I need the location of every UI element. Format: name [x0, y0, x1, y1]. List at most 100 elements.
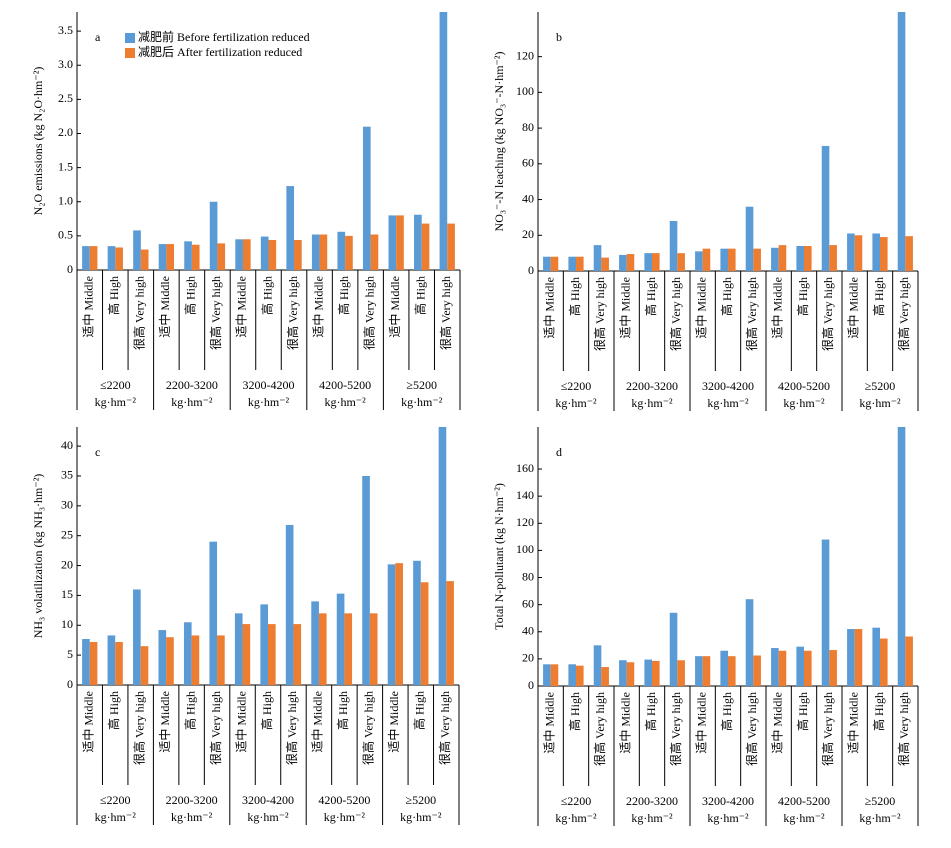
bar	[82, 246, 90, 270]
y-axis-label: NH₃ volatilization (kg NH₃·hm⁻²)	[31, 474, 45, 639]
group-unit: kg·hm⁻²	[783, 811, 825, 825]
bar	[550, 256, 559, 271]
bar	[344, 613, 353, 685]
bar	[242, 624, 251, 685]
y-tick-label: 30	[61, 498, 73, 512]
bar	[285, 524, 294, 685]
bar	[626, 254, 635, 271]
group-unit: kg·hm⁻²	[783, 396, 825, 410]
bar	[829, 650, 837, 686]
x-tick-label: 适中 Middle	[157, 691, 172, 753]
bar	[311, 234, 320, 270]
bar	[745, 599, 754, 686]
bar	[115, 642, 123, 685]
x-tick-label: 很高 Very high	[592, 692, 607, 766]
bar	[184, 241, 192, 270]
x-tick-label: 很高 Very high	[361, 691, 376, 765]
bar	[115, 247, 123, 270]
x-tick-label: 适中 Middle	[80, 691, 95, 753]
bar	[644, 253, 652, 271]
bar	[543, 256, 551, 271]
bar	[166, 637, 174, 685]
y-axis-label: Total N-pollutant (kg N·hm⁻²)	[492, 483, 506, 630]
legend-swatch	[125, 48, 135, 58]
bar	[396, 215, 404, 270]
bar	[89, 246, 98, 270]
group-unit: kg·hm⁻²	[631, 811, 673, 825]
group-unit: kg·hm⁻²	[631, 396, 673, 410]
bar	[82, 639, 90, 685]
bar	[293, 624, 302, 685]
bar	[268, 624, 276, 685]
y-tick-label: 1.5	[58, 159, 73, 173]
group-label: ≤2200	[100, 378, 131, 392]
y-tick-label: 40	[522, 191, 534, 205]
bar	[702, 656, 711, 686]
y-tick-label: 120	[516, 515, 534, 529]
group-label: 2200-3200	[626, 379, 678, 393]
bar	[677, 253, 685, 271]
bar	[601, 257, 609, 271]
x-tick-label: 高 High	[336, 276, 351, 315]
x-tick-label: 适中 Middle	[81, 276, 96, 338]
x-tick-label: 适中 Middle	[845, 692, 860, 754]
bar	[720, 248, 728, 271]
x-tick-label: 高 High	[795, 692, 810, 731]
x-tick-label: 高 High	[871, 692, 886, 731]
bar	[619, 254, 627, 271]
y-tick-label: 0.5	[58, 228, 73, 242]
group-unit: kg·hm⁻²	[707, 396, 749, 410]
x-tick-label: 适中 Middle	[617, 692, 632, 754]
bar	[413, 560, 421, 685]
x-tick-label: 高 High	[412, 691, 427, 730]
x-tick-label: 适中 Middle	[769, 692, 784, 754]
bar	[695, 251, 703, 271]
y-tick-label: 160	[516, 461, 534, 475]
bar	[158, 630, 167, 685]
y-tick-label: 1.0	[58, 193, 73, 207]
y-tick-label: 0	[67, 677, 73, 691]
bar	[778, 245, 787, 271]
bar	[133, 230, 141, 270]
group-label: ≥5200	[865, 379, 896, 393]
bar	[847, 233, 855, 271]
y-tick-label: 5	[67, 647, 73, 661]
x-tick-label: 适中 Middle	[541, 277, 556, 339]
x-tick-label: 高 High	[795, 277, 810, 316]
bar	[695, 656, 703, 686]
bar	[420, 582, 429, 685]
bar	[209, 541, 218, 685]
bar	[234, 613, 243, 685]
group-label: ≤2200	[561, 379, 592, 393]
x-tick-label: 适中 Middle	[541, 692, 556, 754]
legend-swatch	[125, 33, 135, 43]
bar	[872, 233, 880, 271]
x-tick-label: 高 High	[719, 277, 734, 316]
bar	[543, 664, 551, 686]
group-label: 2200-3200	[166, 793, 218, 807]
bar	[905, 236, 913, 271]
bar	[720, 650, 728, 686]
bar	[209, 201, 218, 270]
group-unit: kg·hm⁻²	[95, 395, 137, 409]
bar	[260, 236, 269, 270]
bar	[829, 245, 837, 271]
bar	[897, 12, 906, 271]
bar	[235, 239, 243, 270]
group-unit: kg·hm⁻²	[248, 395, 290, 409]
panel-label: b	[556, 30, 562, 44]
bar	[191, 635, 200, 685]
bar	[728, 248, 736, 271]
bar	[669, 220, 678, 271]
x-tick-label: 高 High	[567, 692, 582, 731]
bar	[438, 427, 447, 685]
group-label: ≤2200	[100, 793, 131, 807]
x-tick-label: 适中 Middle	[234, 276, 249, 338]
y-tick-label: 80	[522, 120, 534, 134]
bar	[133, 589, 141, 685]
bar	[593, 645, 602, 686]
bar	[854, 235, 863, 271]
bar	[140, 249, 149, 270]
y-axis-label: N₂O emissions (kg N₂O·hm⁻²)	[31, 67, 45, 216]
bar	[370, 234, 379, 270]
